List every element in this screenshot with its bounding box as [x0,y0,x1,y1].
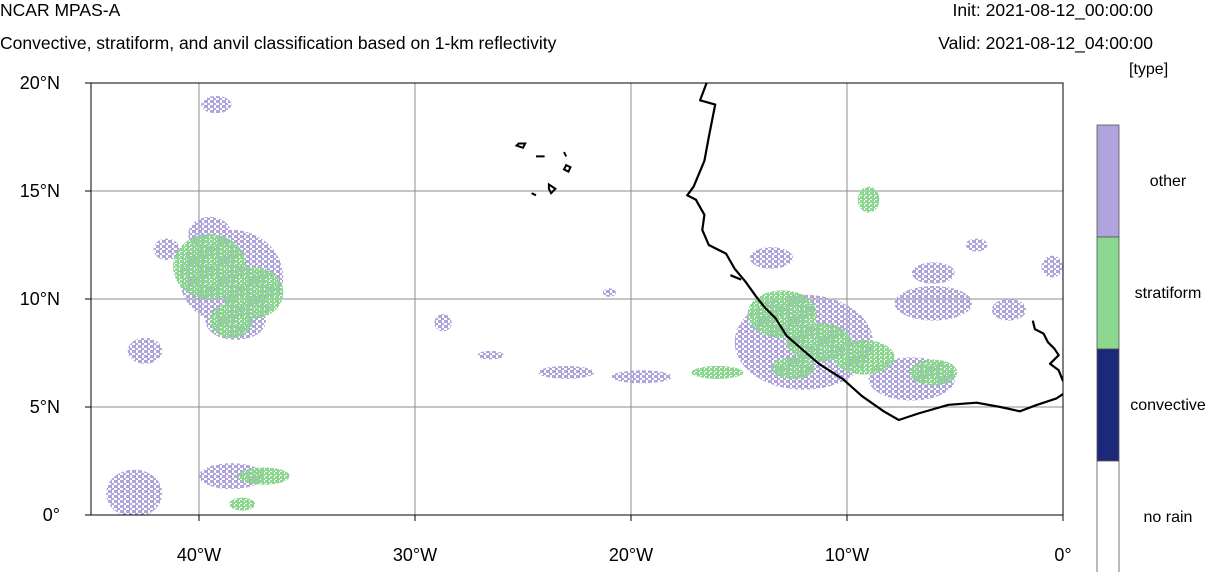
colorbar-units: [type] [1129,61,1169,78]
stratiform-precip-area [747,290,817,338]
stratiform-precip-area [771,357,815,379]
cape-verde-island [531,192,537,197]
y-tick-label: 20°N [20,73,60,93]
x-tick-label: 40°W [177,545,221,565]
colorbar-swatch-convective [1096,348,1120,462]
y-tick-label: 10°N [20,289,60,309]
colorbar-swatch-no-rain [1096,460,1120,572]
other-precip-area [894,286,973,321]
stratiform-precip-area [834,340,895,375]
other-precip-area [153,238,180,261]
other-precip-area [991,299,1027,321]
x-tick-label: 0° [1054,545,1071,565]
stratiform-precip-area [209,303,253,338]
cape-verde-island [563,151,568,157]
other-precip-area [477,350,504,360]
colorbar-swatch-stratiform [1096,236,1120,350]
other-precip-area [127,337,163,364]
other-precip-area [611,370,673,384]
other-precip-area [1041,255,1063,278]
other-precip-area [106,469,163,515]
other-precip-area [749,247,794,269]
precipitation-field [106,95,1063,515]
other-precip-area [434,314,452,332]
x-tick-label: 30°W [393,545,437,565]
cape-verde-island [562,163,572,173]
coastlines [514,83,1063,422]
y-tick-label: 15°N [20,181,60,201]
west-africa-coastline [686,83,1063,422]
y-tick-label: 0° [43,505,60,525]
y-tick-label: 5°N [30,397,60,417]
x-tick-label: 20°W [609,545,653,565]
stratiform-precip-area [857,186,880,213]
colorbar-label: no rain [1144,509,1193,526]
colorbar: other stratiform convective no rain [1096,124,1206,572]
other-precip-area [911,262,956,284]
other-precip-area [201,95,232,114]
x-tick-label: 10°W [825,545,869,565]
stratiform-precip-area [229,497,256,511]
cape-verde-island [514,142,527,150]
stratiform-precip-area [786,322,852,362]
plot-title: NCAR MPAS-A [0,0,121,20]
init-time: Init: 2021-08-12_00:00:00 [952,0,1153,20]
plot-subtitle: Convective, stratiform, and anvil classi… [0,33,557,53]
stratiform-precip-area [691,365,744,379]
colorbar-label: convective [1130,397,1206,414]
valid-time: Valid: 2021-08-12_04:00:00 [938,33,1153,53]
other-precip-area [965,238,988,252]
other-precip-area [538,365,595,379]
cape-verde-island [547,182,557,195]
other-precip-area [602,288,616,297]
island-coastline [729,274,742,281]
axis-ticks: 40°W 30°W 20°W 10°W 0° 20°N 15°N 10°N 5°N 0° [20,73,1072,565]
stratiform-precip-area [237,467,290,485]
stratiform-precip-area [909,359,958,386]
colorbar-label: stratiform [1135,285,1202,302]
eastern-coastline [1031,320,1063,382]
colorbar-swatch-other [1096,124,1120,238]
colorbar-label: other [1150,173,1187,190]
